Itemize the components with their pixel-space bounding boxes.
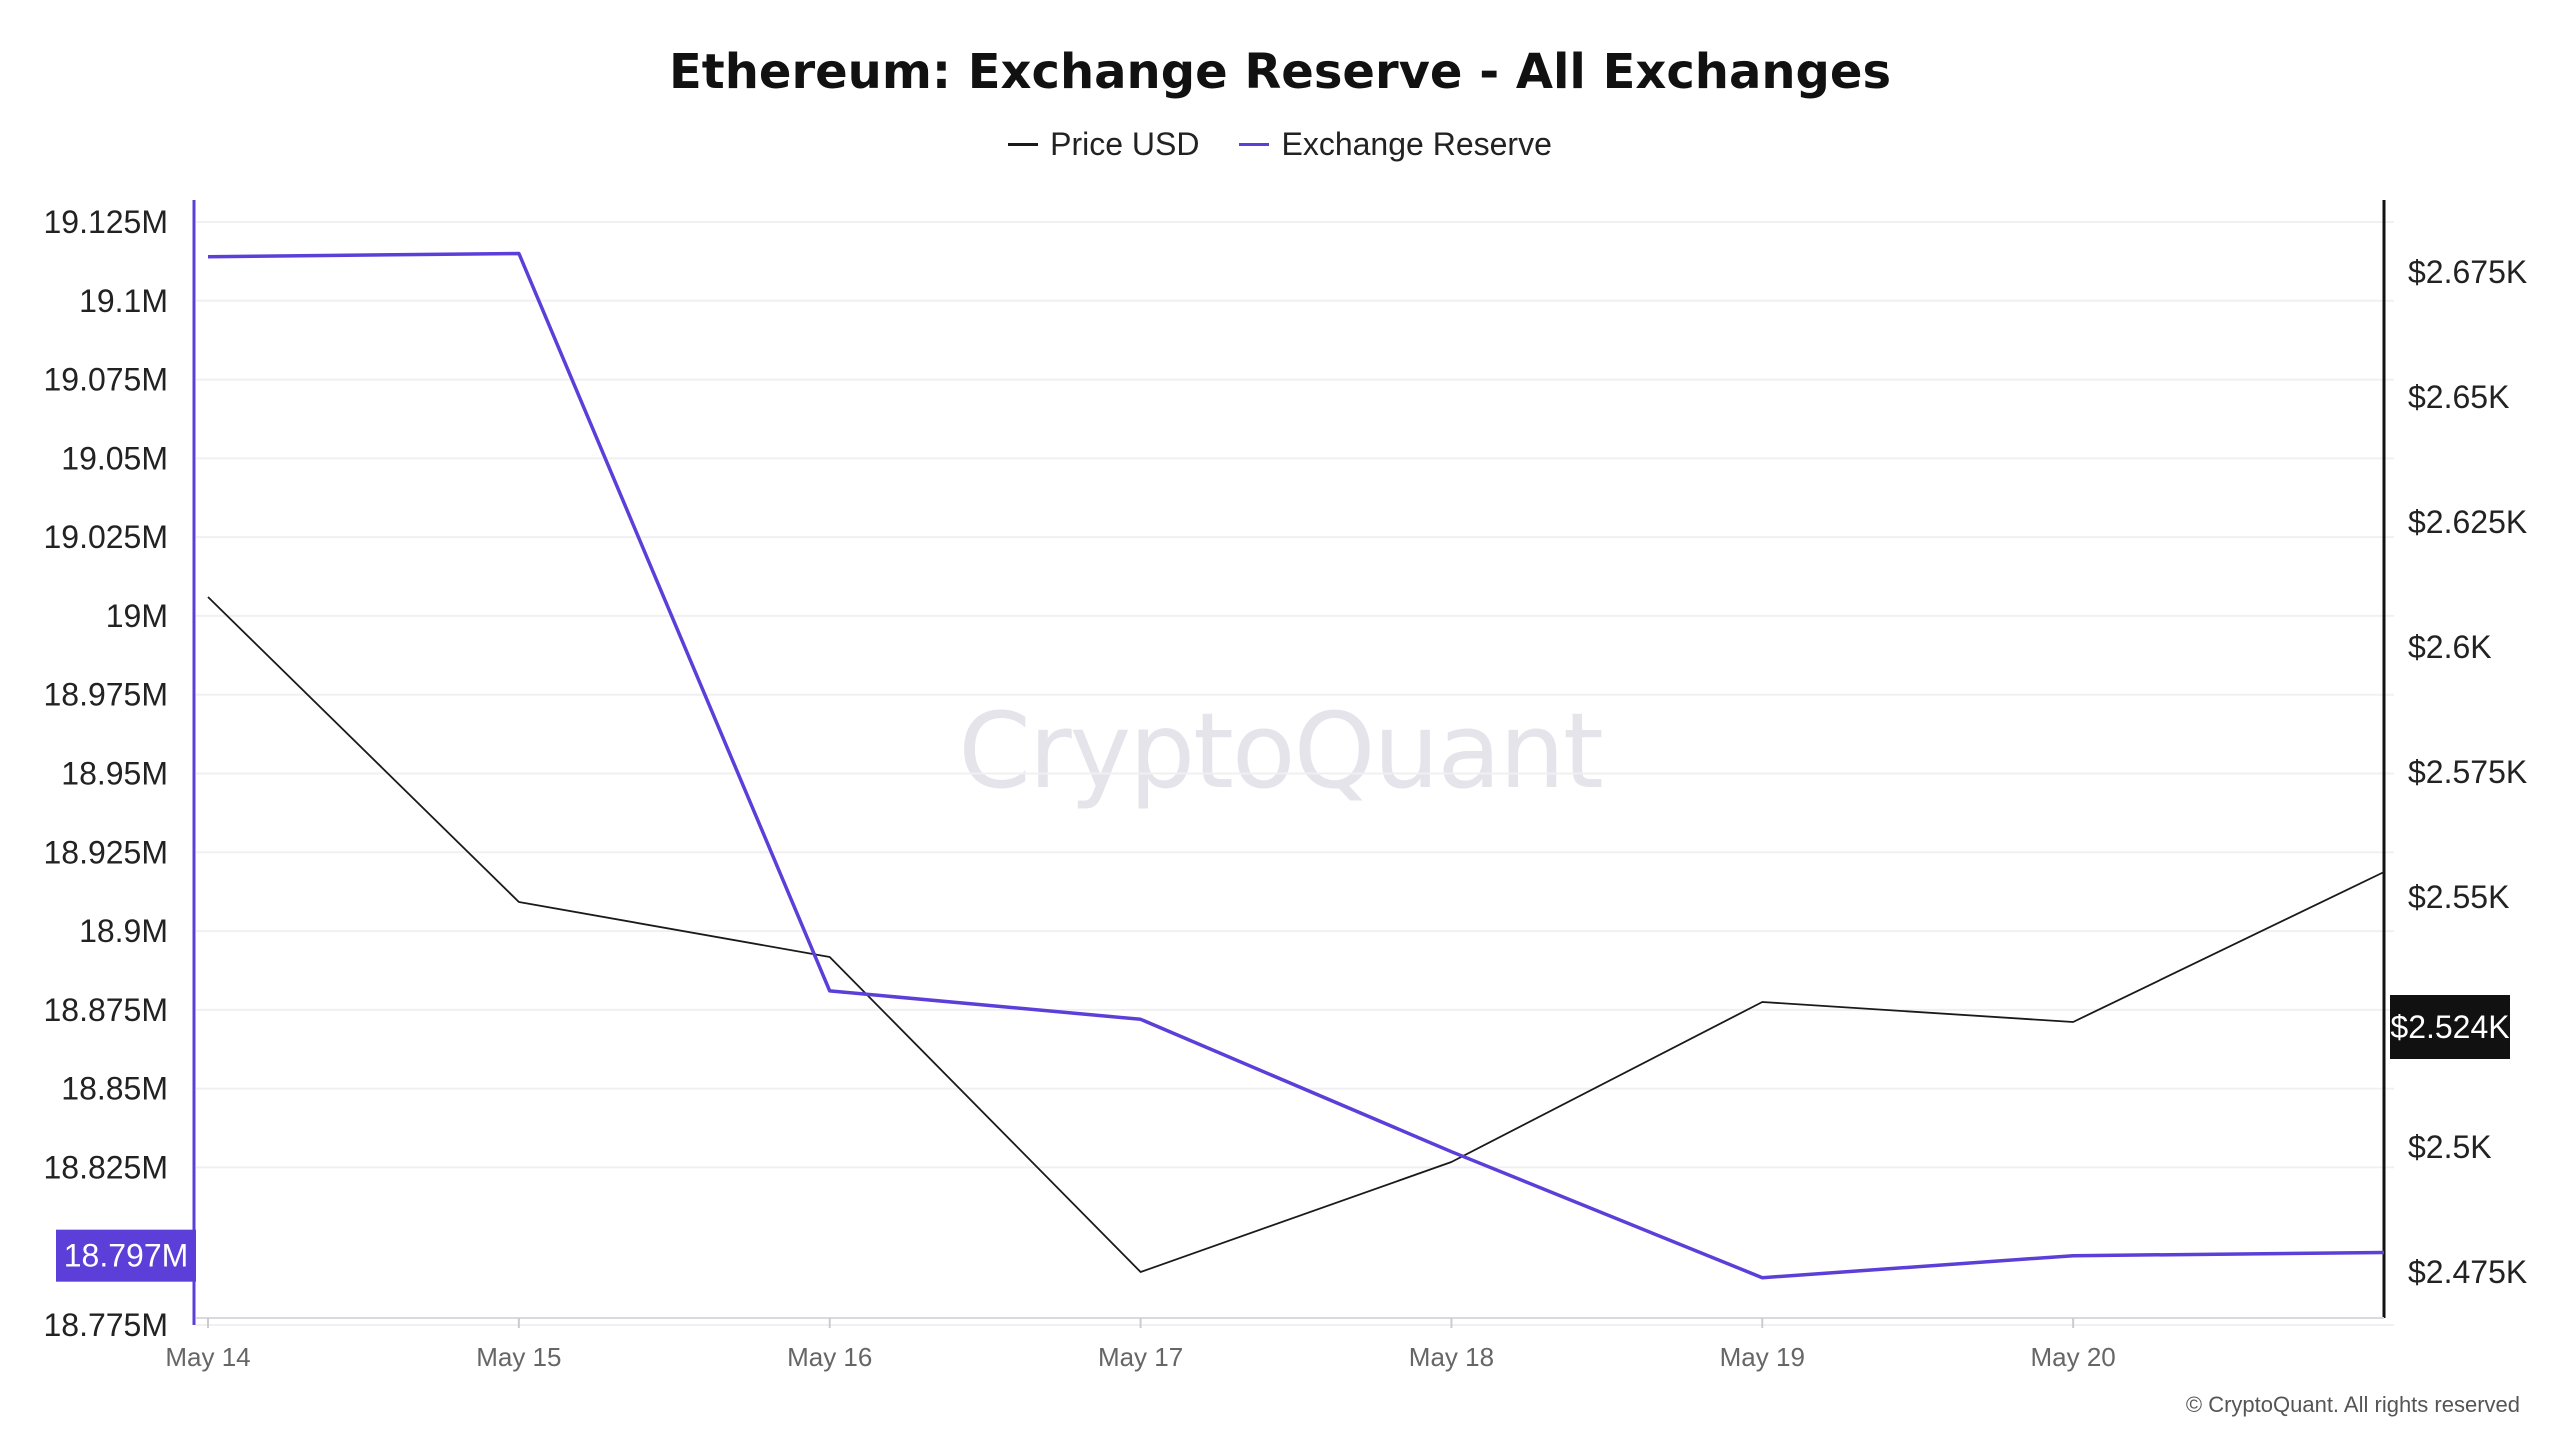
left-tick-label: 18.95M	[61, 756, 168, 792]
left-tick-label: 18.975M	[43, 677, 168, 713]
x-tick-label: May 19	[1720, 1342, 1805, 1372]
left-tick-label: 19.125M	[43, 204, 168, 240]
x-tick-label: May 14	[165, 1342, 250, 1372]
right-tick-label: $2.575K	[2408, 754, 2527, 790]
right-tick-label: $2.55K	[2408, 879, 2509, 915]
x-tick-label: May 20	[2031, 1342, 2116, 1372]
right-tick-label: $2.6K	[2408, 629, 2492, 665]
left-tick-label: 18.775M	[43, 1307, 168, 1343]
left-tick-label: 19M	[106, 598, 168, 634]
current-value-badges: 18.797M $2.524K	[56, 995, 2510, 1282]
x-tick-label: May 17	[1098, 1342, 1183, 1372]
x-tick-label: May 16	[787, 1342, 872, 1372]
reserve-series-line	[207, 251, 2385, 1280]
watermark: CryptoQuant	[958, 690, 1604, 812]
x-tick-label: May 15	[476, 1342, 561, 1372]
legend-item-price[interactable]: Price USD	[1008, 126, 1199, 163]
right-current-badge	[2390, 995, 2510, 1059]
axes	[192, 200, 2386, 1328]
left-tick-label: 19.025M	[43, 519, 168, 555]
left-tick-label: 18.825M	[43, 1149, 168, 1185]
copyright-text: © CryptoQuant. All rights reserved	[2185, 1392, 2520, 1417]
legend-swatch-reserve	[1239, 143, 1270, 146]
left-tick-label: 18.9M	[79, 913, 168, 949]
tick-labels: 19.125M 19.1M 19.075M 19.05M 19.025M 19M 18.97…	[43, 204, 2527, 1372]
right-tick-label: $2.475K	[2408, 1254, 2527, 1290]
left-current-badge	[56, 1229, 196, 1282]
right-tick-label: $2.625K	[2408, 504, 2527, 540]
legend: Price USD Exchange Reserve	[0, 126, 2560, 163]
series-lines	[207, 251, 2385, 1280]
left-tick-label: 18.875M	[43, 992, 168, 1028]
chart-title: Ethereum: Exchange Reserve - All Exchang…	[668, 44, 1892, 100]
legend-label-reserve: Exchange Reserve	[1281, 126, 1552, 162]
left-tick-label: 19.1M	[79, 283, 168, 319]
right-current-value: $2.524K	[2390, 1009, 2509, 1045]
left-tick-label: 19.075M	[43, 362, 168, 398]
legend-swatch-price	[1008, 143, 1039, 146]
x-tick-label: May 18	[1409, 1342, 1494, 1372]
legend-item-reserve[interactable]: Exchange Reserve	[1239, 126, 1552, 163]
legend-label-price: Price USD	[1050, 126, 1200, 162]
gridlines	[196, 221, 2394, 1326]
right-tick-label: $2.65K	[2408, 379, 2509, 415]
right-tick-label: $2.5K	[2408, 1129, 2492, 1165]
left-tick-label: 18.925M	[43, 834, 168, 870]
left-current-value: 18.797M	[64, 1238, 189, 1274]
left-tick-label: 18.85M	[61, 1071, 168, 1107]
price-series-line	[207, 596, 2385, 1273]
left-tick-label: 19.05M	[61, 440, 168, 476]
right-tick-label: $2.675K	[2408, 254, 2527, 290]
